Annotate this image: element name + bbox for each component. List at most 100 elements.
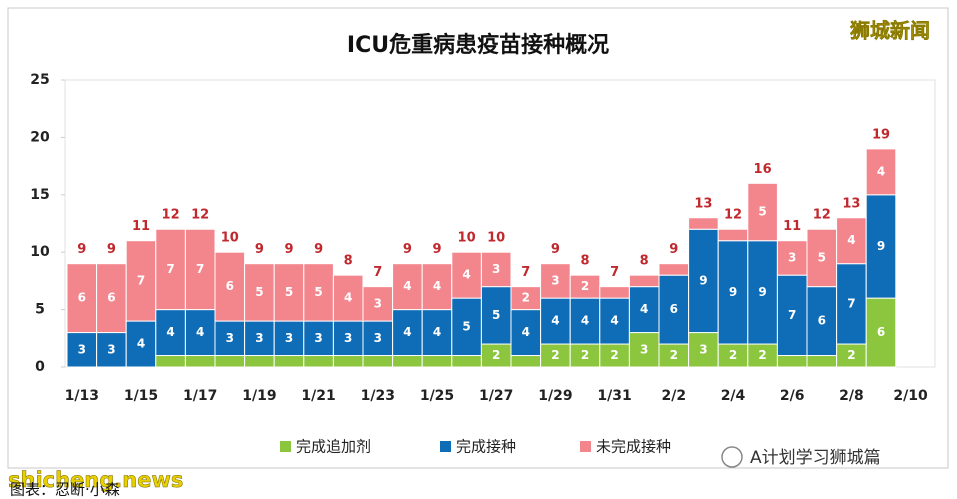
data-label: 2 (492, 348, 500, 362)
total-label: 9 (255, 242, 264, 257)
data-label: 7 (137, 273, 145, 287)
bar-segment (96, 263, 127, 334)
x-tick-label: 2/8 (839, 388, 864, 404)
legend-label: 未完成接种 (596, 438, 671, 456)
total-label: 11 (783, 219, 801, 234)
total-label: 9 (403, 242, 412, 257)
data-label: 4 (522, 325, 530, 339)
total-label: 9 (107, 242, 116, 257)
x-tick-label: 1/21 (301, 388, 335, 404)
bar-segment (717, 240, 749, 345)
total-label: 9 (551, 242, 560, 257)
wechat-icon (721, 446, 743, 468)
bar-segment (451, 355, 482, 368)
data-label: 2 (581, 279, 589, 293)
bar-segment (392, 355, 423, 368)
total-label: 8 (640, 254, 649, 269)
bar-segment (451, 251, 482, 299)
data-label: 6 (78, 291, 86, 305)
bar-segment (332, 355, 364, 368)
data-label: 4 (137, 337, 145, 351)
x-tick-label: 1/31 (597, 388, 631, 404)
data-label: 3 (551, 273, 559, 287)
bar-segment (688, 228, 719, 334)
data-label: 7 (166, 262, 174, 276)
total-label: 10 (221, 231, 239, 246)
bar-segment (865, 194, 897, 299)
x-tick-label: 1/29 (538, 388, 572, 404)
bar-segment (155, 309, 186, 357)
total-label: 7 (610, 265, 619, 280)
data-label: 6 (670, 302, 678, 316)
bar-segment (510, 355, 542, 368)
total-label: 9 (284, 242, 293, 257)
data-label: 2 (729, 348, 737, 362)
bar-segment (244, 263, 275, 322)
bar-segment (273, 355, 305, 368)
x-tick-label: 2/6 (780, 388, 805, 404)
x-tick-label: 2/2 (661, 388, 686, 404)
legend-label: 完成追加剂 (296, 438, 371, 456)
data-label: 9 (877, 239, 885, 253)
bar-segment (184, 228, 216, 311)
data-label: 4 (610, 314, 618, 328)
data-label: 2 (847, 348, 855, 362)
data-label: 2 (551, 348, 559, 362)
bar-segment (214, 355, 246, 368)
watermark: shicheng.news (8, 468, 183, 492)
data-label: 5 (758, 205, 766, 219)
bar-segment (540, 297, 571, 345)
total-label: 12 (813, 208, 831, 223)
total-label: 8 (580, 254, 589, 269)
wechat-name: A计划学习狮城篇 (750, 448, 881, 468)
data-label: 7 (788, 308, 796, 322)
data-label: 9 (758, 285, 766, 299)
total-label: 9 (77, 242, 86, 257)
data-label: 3 (255, 331, 263, 345)
data-label: 6 (818, 314, 826, 328)
total-label: 10 (487, 231, 505, 246)
bar-segment (747, 182, 778, 242)
bar-segment (806, 355, 838, 368)
total-label: 8 (344, 254, 353, 269)
data-label: 4 (403, 279, 411, 293)
data-label: 4 (166, 325, 174, 339)
bar-segment (125, 240, 157, 322)
bar-segment (303, 355, 334, 368)
bar-segment (96, 332, 127, 368)
total-label: 10 (458, 231, 476, 246)
bar-segment (214, 320, 246, 357)
total-label: 7 (521, 265, 530, 280)
bar-segment (658, 274, 690, 345)
bar-segment (510, 309, 542, 357)
total-label: 16 (754, 162, 772, 177)
data-label: 3 (788, 250, 796, 264)
data-label: 2 (522, 291, 530, 305)
bar-segment (451, 297, 482, 357)
bar-segment (688, 217, 719, 230)
bar-segment (658, 263, 690, 276)
data-label: 4 (551, 314, 559, 328)
data-label: 3 (492, 262, 500, 276)
bar-segment (836, 217, 867, 265)
total-label: 19 (872, 127, 890, 142)
data-label: 5 (314, 285, 322, 299)
data-label: 7 (847, 296, 855, 310)
bar-segment (806, 228, 838, 288)
data-label: 3 (374, 296, 382, 310)
data-label: 2 (610, 348, 618, 362)
data-label: 2 (581, 348, 589, 362)
bar-segment (392, 309, 423, 357)
bar-segment (421, 263, 453, 311)
x-tick-label: 1/27 (479, 388, 513, 404)
total-label: 12 (191, 208, 209, 223)
legend-swatch (580, 441, 591, 452)
x-tick-label: 1/13 (65, 388, 99, 404)
bar-segment (717, 228, 749, 242)
data-label: 6 (877, 325, 885, 339)
bar-segment (332, 274, 364, 322)
y-tick-label: 10 (30, 244, 50, 260)
credit: 图表：忍断·小森 (10, 481, 120, 499)
total-label: 11 (132, 219, 150, 234)
